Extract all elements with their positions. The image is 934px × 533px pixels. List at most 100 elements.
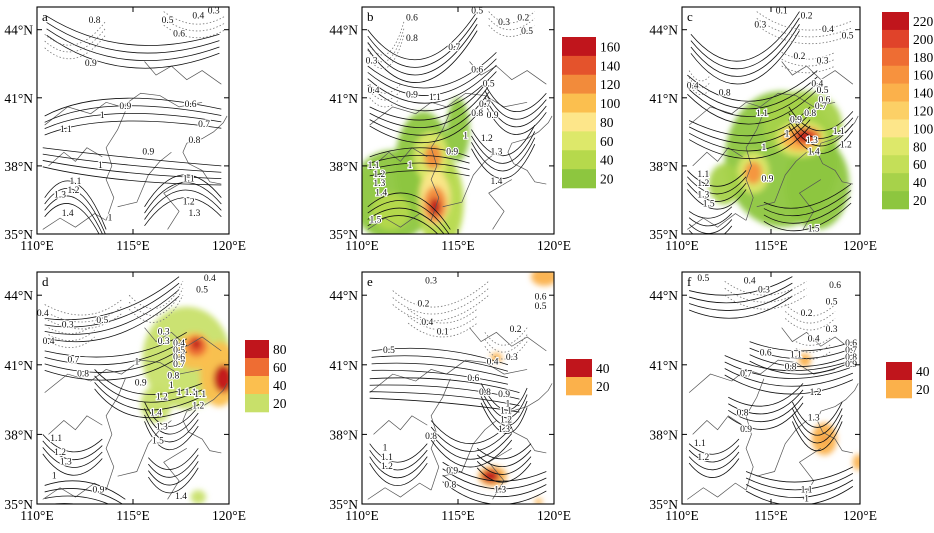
x-tick-label: 115°E <box>441 238 474 253</box>
contour-line <box>144 197 222 227</box>
contour-line <box>371 369 509 385</box>
legend-label: 20 <box>600 172 614 187</box>
dotted-contour <box>795 350 832 360</box>
contour-line <box>763 202 852 232</box>
contour-label: 1.1 <box>50 434 62 444</box>
contour-label: 0.2 <box>517 14 529 24</box>
border-line <box>781 61 854 85</box>
legend-swatch <box>562 131 596 151</box>
legend-swatch <box>562 169 596 189</box>
shaded-area <box>191 338 202 350</box>
contour-line <box>44 120 222 136</box>
y-tick-label: 38°N <box>4 159 33 174</box>
contour-line <box>148 454 199 478</box>
contour-label: 0.8 <box>785 362 797 372</box>
contour-label: 0.6 <box>467 374 479 384</box>
border-line <box>745 111 765 221</box>
legend-label: 40 <box>913 175 927 190</box>
contour-label: 0.8 <box>737 409 749 419</box>
contour-line <box>430 439 513 468</box>
contour-line <box>369 384 520 400</box>
contour-line <box>763 196 852 224</box>
contour-label: 1.1 <box>69 177 81 187</box>
contour-line <box>44 276 180 321</box>
contour-line <box>745 473 854 491</box>
dotted-contour <box>488 18 536 31</box>
contour-label: 1 <box>408 161 413 171</box>
contour-labels: 0.5 0.40.3 0.60.50.20.30.4 0.60.70.80.90.60… <box>693 273 859 504</box>
contour-label: 1.3 <box>156 423 168 433</box>
contour-line <box>367 24 478 76</box>
contour-line <box>369 170 470 177</box>
contour-label: 0.9 <box>487 111 499 121</box>
legend-label: 80 <box>600 115 614 130</box>
shaded-areas <box>140 306 229 504</box>
contour-line <box>44 488 124 504</box>
dotted-contour <box>44 33 107 60</box>
contour-line <box>471 143 536 179</box>
dotted-contour <box>724 280 807 296</box>
contour-label: 0.4 <box>204 274 216 284</box>
panel-label: b <box>367 9 374 24</box>
contour-line <box>367 71 497 112</box>
dotted-contour <box>724 294 807 310</box>
contour-line <box>788 125 854 154</box>
border-line <box>163 179 187 230</box>
contour-label: 0.5 <box>697 274 709 284</box>
contour-label: 1 <box>177 388 182 398</box>
contour-label: 0.6 <box>406 14 418 24</box>
y-tick-label: 38°N <box>649 427 678 442</box>
dotted-contour <box>756 11 854 31</box>
contour-labels: 0.30.20.10.40.60.50.20.50.30.40.60.8 0.91… <box>380 275 548 496</box>
contour-line <box>144 408 199 435</box>
contour-label: 0.3 <box>62 321 74 331</box>
dotted-contour <box>367 27 405 63</box>
contour-line <box>788 113 854 139</box>
y-tick-label: 38°N <box>649 159 678 174</box>
dotted-contour <box>369 90 401 101</box>
contour-label: 0.8 <box>89 16 101 26</box>
border-line <box>798 448 822 500</box>
contour-label: 0.3 <box>754 20 766 30</box>
contour-line <box>44 495 110 504</box>
contour-line <box>44 112 222 130</box>
contour-label: 0.5 <box>842 32 854 42</box>
dotted-contour <box>392 294 489 322</box>
contour-label: 0.5 <box>535 302 547 312</box>
contour-line <box>367 207 445 234</box>
contour-label: 1.4 <box>808 147 820 157</box>
y-tick-label: 44°N <box>329 23 358 38</box>
border-line <box>692 147 743 167</box>
contour-line <box>367 58 497 96</box>
legend-label: 140 <box>600 58 621 73</box>
border-line <box>48 415 103 435</box>
contour-line <box>367 11 478 61</box>
contour-line <box>442 468 547 490</box>
contour-line <box>476 449 532 468</box>
contour-label: 1.4 <box>175 492 187 502</box>
contour-line <box>745 466 854 483</box>
contour-label: 0.4 <box>192 11 204 21</box>
contour-line <box>94 369 203 395</box>
contour-label: 0.6 <box>173 353 185 363</box>
contour-label: 0.5 <box>196 286 208 296</box>
contour-label: 1.3 <box>808 413 820 423</box>
color-legend: 80 60 40 20 <box>245 340 287 413</box>
contour-line <box>791 408 843 436</box>
legend-swatch <box>562 74 596 94</box>
contour-label: 0.3 <box>506 353 518 363</box>
contour-label: 1.3 <box>490 147 502 157</box>
legend-label: 40 <box>273 378 287 393</box>
x-tick-label: 120°E <box>843 508 877 523</box>
contour-line <box>724 374 854 395</box>
contour-label: 0.2 <box>794 52 806 62</box>
legend-label: 100 <box>913 121 934 136</box>
contour-label: 1 <box>100 111 105 121</box>
contour-line <box>688 445 740 463</box>
contour-line <box>369 377 520 394</box>
contour-line <box>430 426 513 452</box>
contour-line <box>144 189 222 220</box>
contour-label: 1.3 <box>494 485 506 495</box>
contour-line <box>724 368 854 387</box>
contour-line <box>49 503 80 504</box>
